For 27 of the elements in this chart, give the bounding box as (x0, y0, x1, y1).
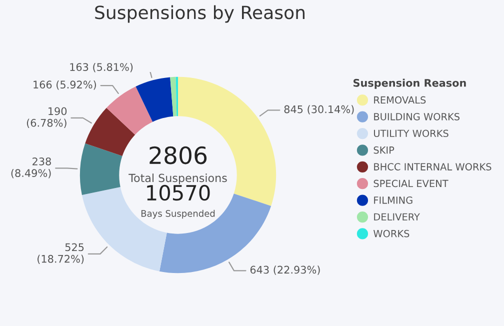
donut-slice (80, 143, 122, 195)
legend-label: DELIVERY (374, 213, 420, 220)
donut-slice (106, 86, 153, 135)
legend-label: WORKS (373, 230, 410, 238)
data-label: 163 (5.81%) (70, 62, 133, 72)
data-label: 643 (22.93%) (250, 266, 320, 275)
legend-title: Suspension Reason (353, 78, 466, 89)
legend-label: UTILITY WORKS (374, 130, 448, 138)
text: Bays Suspended (141, 210, 215, 219)
text: Total Suspensions (128, 174, 227, 184)
data-label: 190 (6.78%) (26, 107, 67, 128)
text: 10570 (147, 184, 210, 201)
donut-slice (136, 77, 174, 122)
data-label: 525 (18.72%) (38, 243, 84, 264)
legend-label: BHCC INTERNAL WORKS (374, 163, 492, 170)
data-label: 238 (8.49%) (11, 157, 51, 178)
donut-slice (170, 76, 177, 116)
legend-label: BUILDING WORKS (374, 112, 460, 120)
data-label: 166 (5.92%) (34, 80, 96, 90)
data-label: 845 (30.14%) (284, 105, 354, 114)
text: 2806 (150, 146, 207, 164)
chart-title: Suspensions by Reason (95, 5, 305, 23)
legend-label: SPECIAL EVENT (374, 180, 448, 188)
legend-label: FILMING (374, 196, 412, 204)
legend-label: SKIP (374, 146, 394, 154)
legend-label: REMOVALS (374, 96, 426, 104)
donut-slice (85, 108, 136, 156)
